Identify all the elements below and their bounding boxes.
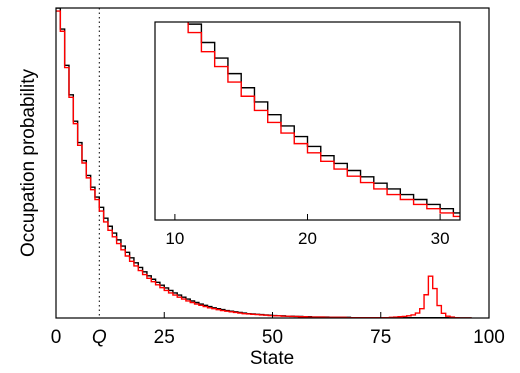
x-tick-label-75: 75 bbox=[370, 327, 391, 348]
x-axis-label: State bbox=[250, 348, 294, 369]
x-tick-label-0: 0 bbox=[51, 327, 62, 348]
inset-plot-frame bbox=[154, 21, 461, 221]
main-x-ticks: 0 25 50 75 100 bbox=[51, 312, 505, 348]
main-plot-area: 0 25 50 75 100 Q bbox=[51, 7, 505, 348]
x-tick-label-25: 25 bbox=[154, 327, 175, 348]
y-axis-label: Occupation probability bbox=[18, 69, 39, 257]
inset-x-tick-label-20: 20 bbox=[298, 229, 317, 248]
inset-plot-area: 10 20 30 bbox=[154, 21, 461, 248]
x-tick-label-50: 50 bbox=[262, 327, 283, 348]
main-plot-frame bbox=[55, 7, 490, 319]
inset-x-tick-label-10: 10 bbox=[165, 229, 184, 248]
q-tick-label: Q bbox=[92, 327, 107, 348]
inset-x-ticks: 10 20 30 bbox=[165, 214, 450, 248]
main-series-red bbox=[56, 10, 472, 318]
inset-x-tick-label-30: 30 bbox=[431, 229, 450, 248]
inset-series-red bbox=[187, 22, 460, 218]
x-tick-label-100: 100 bbox=[473, 327, 505, 348]
inset-background bbox=[155, 22, 460, 220]
